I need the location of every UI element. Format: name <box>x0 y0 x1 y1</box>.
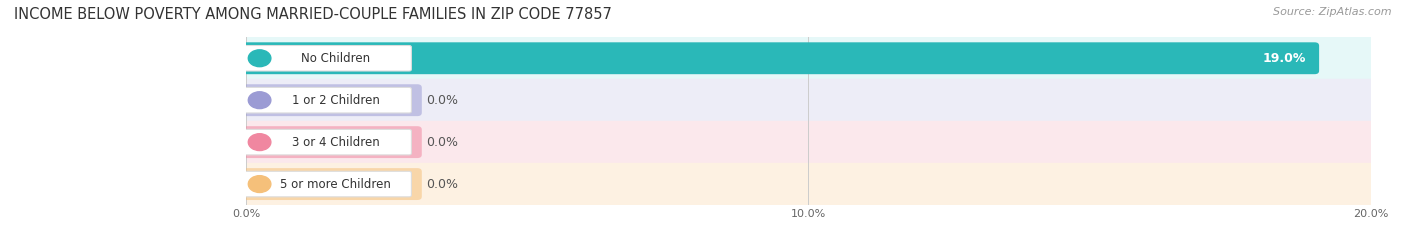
FancyBboxPatch shape <box>243 45 412 71</box>
Text: No Children: No Children <box>301 52 370 65</box>
Bar <box>246 79 1371 121</box>
Text: 5 or more Children: 5 or more Children <box>280 178 391 191</box>
Bar <box>246 37 1371 79</box>
FancyBboxPatch shape <box>242 84 422 116</box>
FancyBboxPatch shape <box>242 42 1319 74</box>
Text: 1 or 2 Children: 1 or 2 Children <box>292 94 380 107</box>
Text: Source: ZipAtlas.com: Source: ZipAtlas.com <box>1274 7 1392 17</box>
Text: INCOME BELOW POVERTY AMONG MARRIED-COUPLE FAMILIES IN ZIP CODE 77857: INCOME BELOW POVERTY AMONG MARRIED-COUPL… <box>14 7 612 22</box>
FancyBboxPatch shape <box>243 87 412 113</box>
FancyBboxPatch shape <box>242 126 422 158</box>
Text: 19.0%: 19.0% <box>1263 52 1306 65</box>
Circle shape <box>249 92 271 109</box>
Text: 3 or 4 Children: 3 or 4 Children <box>292 136 380 149</box>
FancyBboxPatch shape <box>243 129 412 155</box>
FancyBboxPatch shape <box>243 171 412 197</box>
Bar <box>246 163 1371 205</box>
Circle shape <box>249 176 271 192</box>
Bar <box>246 121 1371 163</box>
Circle shape <box>249 50 271 67</box>
FancyBboxPatch shape <box>242 168 422 200</box>
Text: 0.0%: 0.0% <box>426 94 458 107</box>
Circle shape <box>249 134 271 151</box>
Text: 0.0%: 0.0% <box>426 136 458 149</box>
Text: 0.0%: 0.0% <box>426 178 458 191</box>
